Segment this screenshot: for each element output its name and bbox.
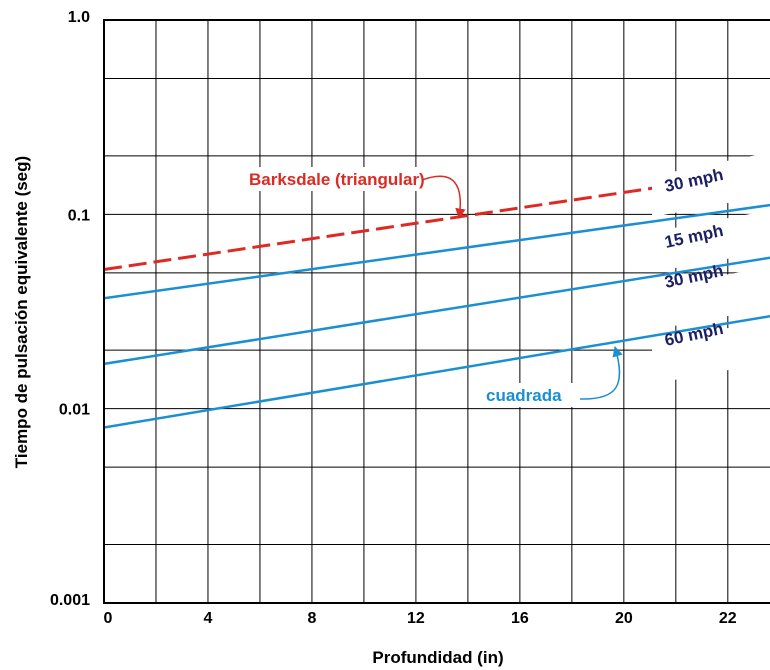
y-tick-label: 0.1 [68, 207, 90, 224]
x-tick-label: 0 [104, 610, 113, 627]
x-tick-label: 20 [615, 610, 633, 627]
y-tick-label: 0.001 [50, 592, 90, 609]
y-tick-label: 1.0 [68, 9, 90, 26]
y-tick-label: 0.01 [59, 402, 90, 419]
series-line-3 [103, 314, 770, 429]
annotation-barksdale-arrow [421, 175, 466, 220]
x-tick-label: 8 [307, 610, 316, 627]
annotation-barksdale: Barksdale (triangular) [249, 170, 425, 189]
x-tick-label: 12 [407, 610, 425, 627]
x-tick-label: 16 [511, 610, 529, 627]
y-axis-title: Tiempo de pulsación equivalente (seg) [12, 156, 31, 468]
y-tick-labels: 0.001 0.01 0.1 1.0 [50, 9, 90, 609]
series-lines [103, 169, 770, 429]
annotation-cuadrada: cuadrada [486, 386, 562, 405]
x-tick-label: 22 [719, 610, 737, 627]
series-label-panel-60mph [652, 320, 770, 384]
annotation-cuadrada-bg [482, 383, 582, 407]
x-tick-label: 4 [204, 610, 213, 627]
series-label-panel-15mph [652, 210, 770, 272]
series-line-1 [103, 203, 770, 300]
series-label-panel-30mph-top [652, 152, 770, 217]
annotation-cuadrada-arrow [579, 345, 623, 400]
plot-frame [103, 19, 770, 604]
x-axis-title: Profundidad (in) [372, 648, 503, 667]
series-line-2 [103, 256, 770, 366]
grid [104, 20, 770, 603]
series-label-panel-30mph [652, 266, 770, 330]
annotation-barksdale-bg [244, 167, 426, 191]
x-tick-labels: 0 4 8 12 16 20 22 [104, 610, 737, 627]
